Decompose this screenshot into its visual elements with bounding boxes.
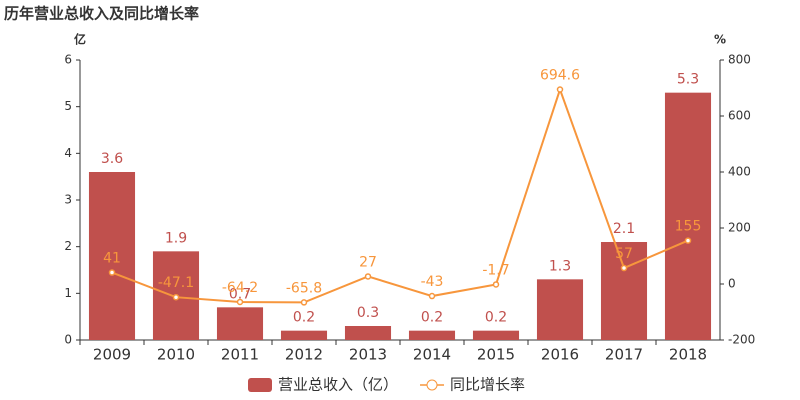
y-tick-label: 6 xyxy=(64,53,72,67)
line-point xyxy=(108,269,116,276)
bar-value-label: 0.7 xyxy=(229,286,251,302)
line-value-label: 155 xyxy=(675,219,702,235)
y-tick-label: 3 xyxy=(64,193,72,207)
y-tick-label: 2 xyxy=(64,239,72,253)
line-point xyxy=(236,298,244,306)
bar xyxy=(408,330,456,340)
bar-value-label: 0.2 xyxy=(485,310,507,326)
bar xyxy=(280,330,328,340)
y2-tick-label: 200 xyxy=(728,221,751,235)
bar xyxy=(344,326,392,340)
y2-tick-label: -200 xyxy=(728,333,755,347)
bar-value-label: 3.6 xyxy=(101,151,123,167)
bar-value-label: 0.3 xyxy=(357,305,379,321)
x-tick-label: 2016 xyxy=(541,346,579,364)
y-tick-label: 4 xyxy=(64,146,72,160)
x-tick-label: 2013 xyxy=(349,346,387,364)
x-tick-label: 2014 xyxy=(413,346,451,364)
legend-label: 营业总收入（亿） xyxy=(278,376,398,394)
line-value-label: 57 xyxy=(615,246,633,262)
y2-axis-label: % xyxy=(714,33,726,47)
x-tick-label: 2015 xyxy=(477,346,515,364)
y2-tick-label: 600 xyxy=(728,109,751,123)
y-tick-label: 1 xyxy=(64,286,72,300)
bar xyxy=(472,330,520,340)
line-point xyxy=(620,264,628,272)
x-tick-label: 2009 xyxy=(93,346,131,364)
y2-tick-label: 400 xyxy=(728,165,751,179)
bar xyxy=(88,172,136,340)
y-axis-label: 亿 xyxy=(74,32,86,47)
line-point xyxy=(172,293,180,301)
y-tick-label: 5 xyxy=(64,99,72,113)
bar-value-label: 0.2 xyxy=(421,310,443,326)
bar-value-label: 2.1 xyxy=(613,221,635,237)
bar xyxy=(600,242,648,340)
x-tick-label: 2010 xyxy=(157,346,195,364)
bar-value-label: 0.2 xyxy=(293,310,315,326)
line-value-label: -1.7 xyxy=(482,262,509,278)
x-tick-label: 2017 xyxy=(605,346,643,364)
line-value-label: -64.2 xyxy=(222,280,258,296)
line-point xyxy=(428,292,436,300)
line-point xyxy=(684,237,692,244)
line xyxy=(111,86,689,304)
line-value-label: -65.8 xyxy=(286,280,322,296)
bar xyxy=(664,92,712,341)
line-value-label: -43 xyxy=(421,274,444,290)
x-tick-label: 2012 xyxy=(285,346,323,364)
bar xyxy=(536,279,584,340)
legend-swatch xyxy=(426,379,438,391)
line-value-label: 41 xyxy=(103,251,121,267)
line-value-label: 694.6 xyxy=(540,68,580,84)
chart-title: 历年营业总收入及同比增长率 xyxy=(4,5,199,23)
bar-value-label: 5.3 xyxy=(677,72,699,88)
y-tick-label: 0 xyxy=(64,333,72,347)
bar-value-label: 1.3 xyxy=(549,258,571,274)
line-point xyxy=(492,281,500,288)
legend-label: 同比增长率 xyxy=(450,376,525,394)
line-point xyxy=(364,273,372,280)
y2-tick-label: 800 xyxy=(728,53,751,67)
legend-swatch xyxy=(248,378,272,392)
line-value-label: 27 xyxy=(359,254,377,270)
bar xyxy=(216,307,264,340)
x-tick-label: 2011 xyxy=(221,346,259,364)
x-tick-label: 2018 xyxy=(669,346,707,364)
bar-value-label: 1.9 xyxy=(165,230,187,246)
line-value-label: -47.1 xyxy=(158,275,194,291)
y2-tick-label: 0 xyxy=(728,277,736,291)
line-point xyxy=(300,299,308,306)
line-point xyxy=(556,86,564,93)
